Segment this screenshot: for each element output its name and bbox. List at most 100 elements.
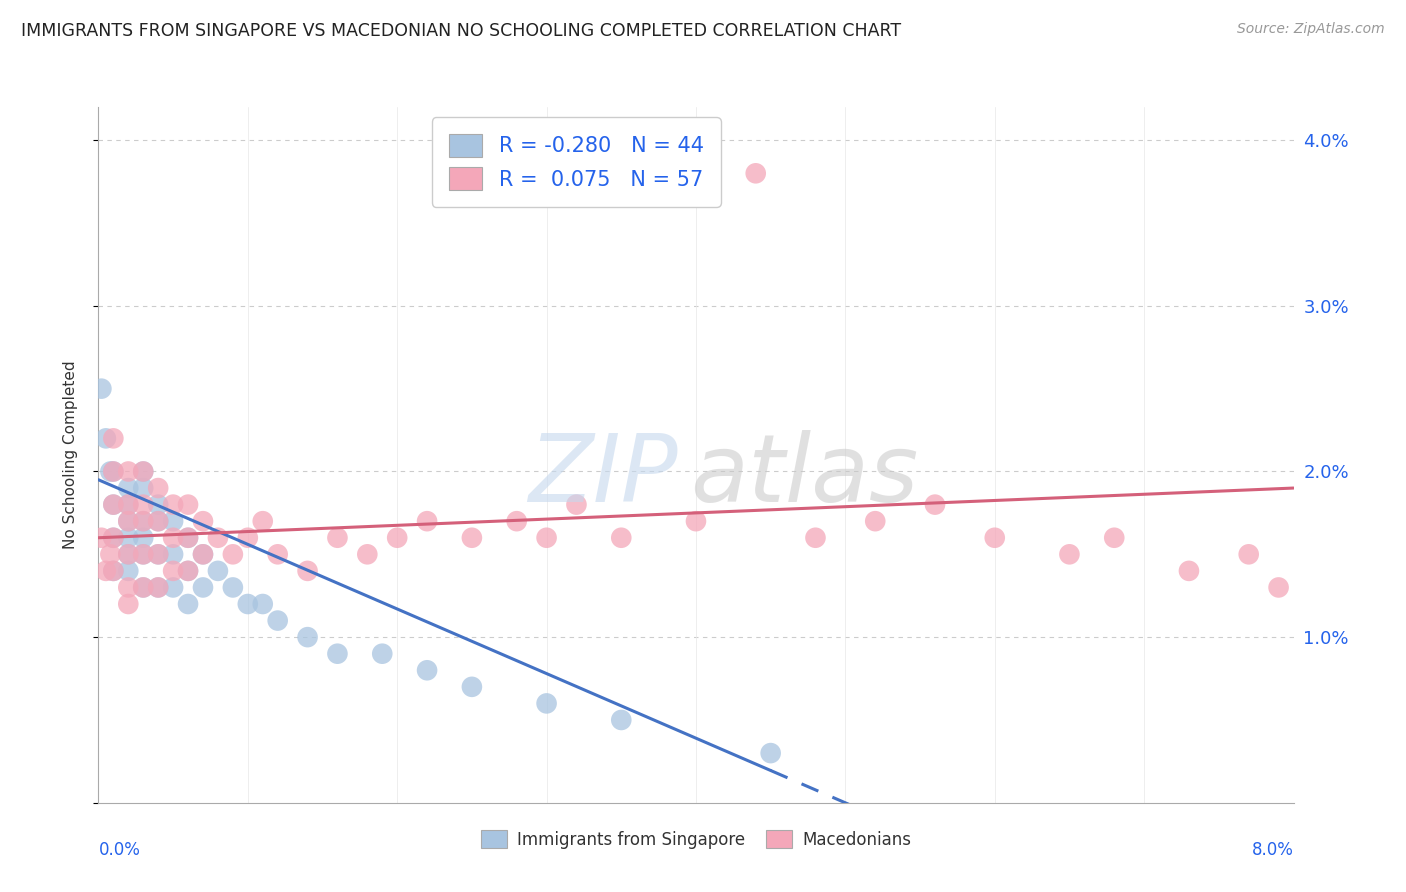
Point xyxy=(132,531,155,545)
Point xyxy=(98,465,122,479)
Point xyxy=(148,581,170,595)
Point xyxy=(148,547,170,561)
Text: 8.0%: 8.0% xyxy=(1251,841,1294,859)
Text: IMMIGRANTS FROM SINGAPORE VS MACEDONIAN NO SCHOOLING COMPLETED CORRELATION CHART: IMMIGRANTS FROM SINGAPORE VS MACEDONIAN … xyxy=(21,22,901,40)
Point xyxy=(177,531,200,545)
Point xyxy=(117,465,139,479)
Point xyxy=(1178,564,1201,578)
Point xyxy=(103,431,125,445)
Point xyxy=(103,465,125,479)
Point xyxy=(148,514,170,528)
Point xyxy=(148,581,170,595)
Point xyxy=(132,514,155,528)
Point xyxy=(117,597,139,611)
Text: 0.0%: 0.0% xyxy=(98,841,141,859)
Point xyxy=(103,531,125,545)
Point xyxy=(1267,581,1289,595)
Point xyxy=(117,498,139,512)
Point xyxy=(117,564,139,578)
Point xyxy=(252,597,274,611)
Point xyxy=(236,597,259,611)
Point xyxy=(148,498,170,512)
Point xyxy=(162,498,184,512)
Point xyxy=(863,514,886,528)
Text: ZIP: ZIP xyxy=(529,430,678,521)
Point xyxy=(565,498,588,512)
Point xyxy=(191,514,214,528)
Point xyxy=(94,564,117,578)
Point xyxy=(207,531,229,545)
Point xyxy=(162,514,184,528)
Point xyxy=(1237,547,1260,561)
Point xyxy=(162,531,184,545)
Point xyxy=(103,564,125,578)
Point xyxy=(132,498,155,512)
Point xyxy=(385,531,409,545)
Point xyxy=(326,531,349,545)
Point xyxy=(132,465,155,479)
Point xyxy=(177,531,200,545)
Point xyxy=(117,514,139,528)
Point xyxy=(326,647,349,661)
Point xyxy=(117,547,139,561)
Point xyxy=(222,547,245,561)
Point xyxy=(132,581,155,595)
Point xyxy=(103,465,125,479)
Point xyxy=(103,498,125,512)
Text: Source: ZipAtlas.com: Source: ZipAtlas.com xyxy=(1237,22,1385,37)
Point xyxy=(90,531,112,545)
Point xyxy=(804,531,827,545)
Point xyxy=(132,547,155,561)
Point xyxy=(745,166,768,180)
Point xyxy=(177,498,200,512)
Point xyxy=(191,581,214,595)
Point xyxy=(191,547,214,561)
Point xyxy=(236,531,259,545)
Point xyxy=(162,547,184,561)
Point xyxy=(267,614,290,628)
Point xyxy=(177,564,200,578)
Point xyxy=(117,531,139,545)
Point xyxy=(117,581,139,595)
Point xyxy=(983,531,1005,545)
Point xyxy=(222,581,245,595)
Point xyxy=(98,547,122,561)
Point xyxy=(610,713,633,727)
Point xyxy=(536,531,558,545)
Point xyxy=(416,663,439,677)
Point xyxy=(536,697,558,711)
Point xyxy=(1059,547,1081,561)
Point xyxy=(297,630,319,644)
Point xyxy=(132,581,155,595)
Point xyxy=(685,514,707,528)
Point xyxy=(148,547,170,561)
Point xyxy=(103,498,125,512)
Point xyxy=(148,481,170,495)
Point xyxy=(132,514,155,528)
Point xyxy=(207,564,229,578)
Point xyxy=(132,547,155,561)
Legend: Immigrants from Singapore, Macedonians: Immigrants from Singapore, Macedonians xyxy=(472,822,920,857)
Point xyxy=(132,465,155,479)
Text: atlas: atlas xyxy=(690,430,918,521)
Point xyxy=(267,547,290,561)
Point xyxy=(103,531,125,545)
Point xyxy=(117,514,139,528)
Point xyxy=(461,680,484,694)
Point xyxy=(252,514,274,528)
Point xyxy=(148,514,170,528)
Point xyxy=(371,647,394,661)
Point xyxy=(117,498,139,512)
Point xyxy=(162,564,184,578)
Point xyxy=(177,597,200,611)
Point xyxy=(132,481,155,495)
Point xyxy=(177,564,200,578)
Point xyxy=(759,746,782,760)
Point xyxy=(117,481,139,495)
Point xyxy=(924,498,946,512)
Point xyxy=(297,564,319,578)
Point xyxy=(162,581,184,595)
Point xyxy=(506,514,529,528)
Point xyxy=(90,382,112,396)
Point xyxy=(461,531,484,545)
